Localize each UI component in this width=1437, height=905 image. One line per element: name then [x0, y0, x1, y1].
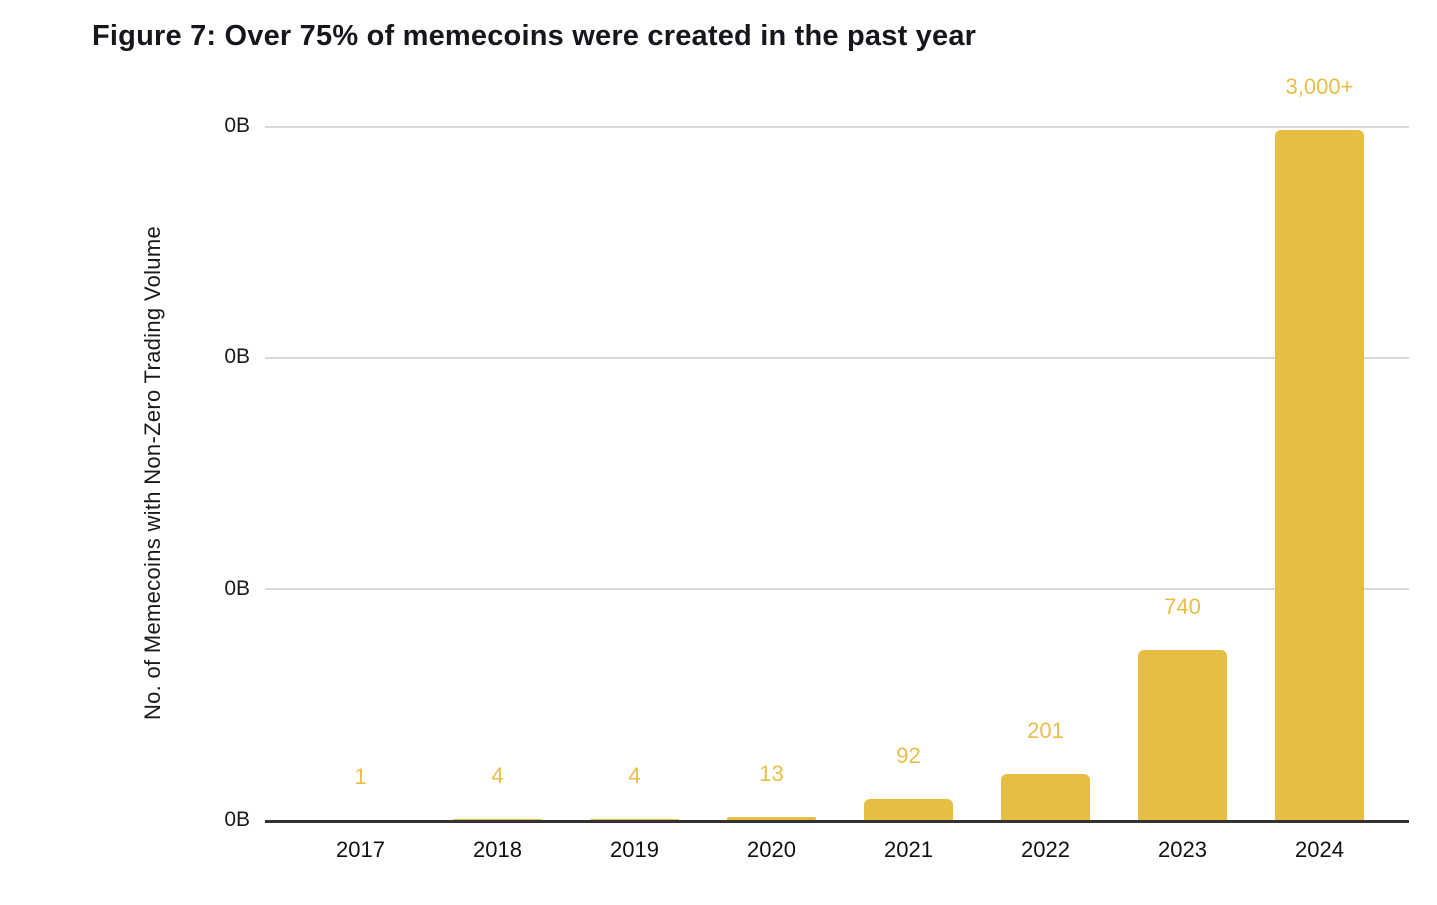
bar-2019 [590, 819, 679, 820]
y-tick-label: 0B [224, 577, 250, 600]
x-axis-line [265, 820, 1409, 823]
bar-2021 [864, 799, 953, 820]
bar-value-label-2021: 92 [896, 743, 921, 768]
bar-value-label-2017: 1 [354, 764, 367, 789]
x-tick-label-2018: 2018 [473, 837, 522, 862]
bar-slot-2021: 92 [840, 126, 977, 820]
bar-2024 [1275, 130, 1364, 820]
bar-slot-2018: 4 [429, 126, 566, 820]
bar-value-label-2019: 4 [628, 763, 641, 788]
bar-2018 [453, 819, 542, 820]
bar-value-label-2022: 201 [1027, 718, 1064, 743]
y-tick-label: 0B [224, 345, 250, 368]
bar-slot-2024: 3,000+ [1251, 76, 1388, 820]
bar-value-label-2024: 3,000+ [1285, 74, 1354, 99]
bar-slot-2023: 740 [1114, 126, 1251, 820]
y-axis-title-text: No. of Memecoins with Non-Zero Trading V… [140, 226, 165, 721]
bar-value-label-2023: 740 [1164, 594, 1201, 619]
x-tick-label-2019: 2019 [610, 837, 659, 862]
bar-2020 [727, 817, 816, 820]
gridline [265, 588, 1409, 590]
x-tick-label-2017: 2017 [336, 837, 385, 862]
x-tick-label-2024: 2024 [1295, 837, 1344, 862]
y-axis-title: No. of Memecoins with Non-Zero Trading V… [138, 126, 168, 821]
bar-2022 [1001, 774, 1090, 820]
bar-slot-2019: 4 [566, 126, 703, 820]
bars-row: 1 4 4 13 92 201 740 3,000+ [292, 76, 1388, 820]
gridline [265, 357, 1409, 359]
plot-area [265, 126, 1409, 823]
x-tick-label-2022: 2022 [1021, 837, 1070, 862]
bar-value-label-2018: 4 [491, 763, 504, 788]
x-axis-labels: 2017 2018 2019 2020 2021 2022 2023 2024 [292, 837, 1388, 863]
x-tick-label-2023: 2023 [1158, 837, 1207, 862]
y-tick-label: 0B [224, 114, 250, 137]
y-tick-label: 0B [224, 808, 250, 831]
bar-2023 [1138, 650, 1227, 820]
bar-slot-2020: 13 [703, 126, 840, 820]
bar-slot-2017: 1 [292, 126, 429, 820]
gridline [265, 126, 1409, 128]
x-tick-label-2021: 2021 [884, 837, 933, 862]
bar-value-label-2020: 13 [759, 761, 784, 786]
figure-title: Figure 7: Over 75% of memecoins were cre… [92, 20, 977, 52]
bar-slot-2022: 201 [977, 126, 1114, 820]
x-tick-label-2020: 2020 [747, 837, 796, 862]
